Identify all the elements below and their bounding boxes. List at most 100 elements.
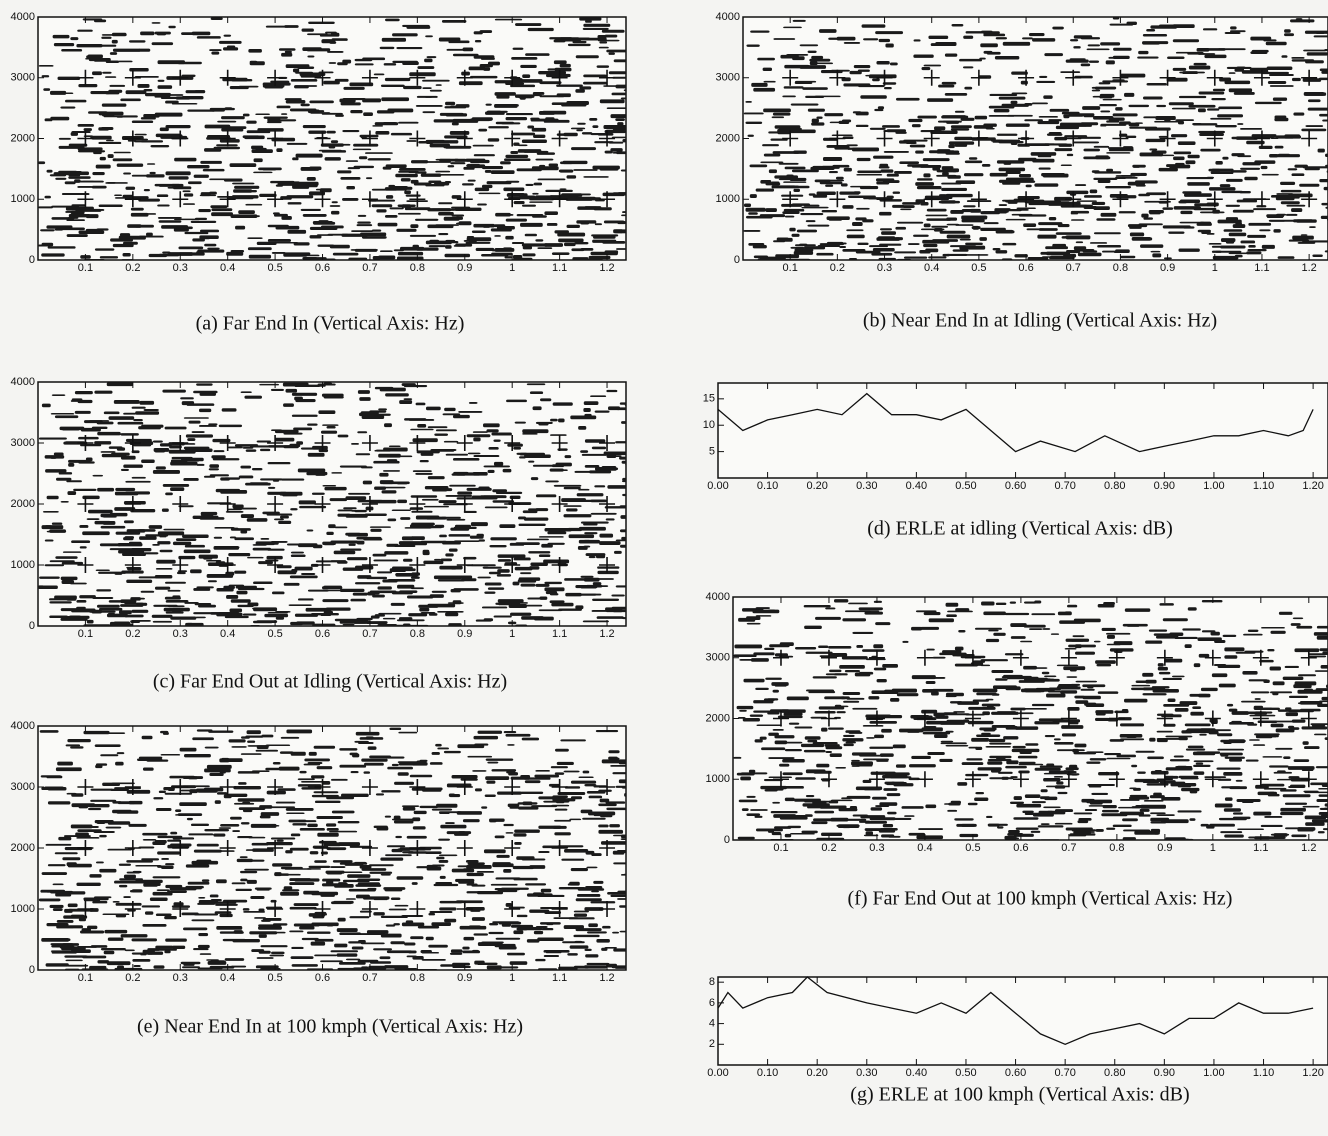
texture-dash bbox=[845, 670, 860, 672]
texture-dash bbox=[161, 754, 181, 756]
texture-dash bbox=[289, 604, 312, 606]
texture-dash bbox=[260, 478, 283, 480]
texture-dash bbox=[485, 776, 509, 780]
texture-dash bbox=[256, 750, 278, 752]
texture-dash bbox=[1249, 739, 1260, 741]
texture-dash bbox=[790, 247, 804, 249]
x-tick-label: 1.00 bbox=[1203, 480, 1224, 492]
texture-dash bbox=[292, 157, 298, 160]
texture-dash bbox=[517, 915, 528, 917]
texture-dash bbox=[495, 835, 505, 838]
texture-dash bbox=[434, 576, 462, 580]
texture-dash bbox=[410, 775, 432, 778]
texture-dash bbox=[952, 24, 964, 26]
texture-dash bbox=[1198, 694, 1210, 698]
texture-dash bbox=[600, 799, 610, 803]
texture-dash bbox=[962, 762, 984, 765]
texture-dash bbox=[576, 898, 602, 901]
x-tick-label: 0.00 bbox=[707, 480, 728, 492]
texture-dash bbox=[547, 543, 564, 545]
texture-dash bbox=[550, 600, 565, 603]
texture-dash bbox=[467, 488, 492, 491]
texture-dash bbox=[183, 927, 207, 930]
texture-dash bbox=[115, 492, 138, 496]
texture-dash bbox=[474, 933, 488, 935]
texture-dash bbox=[411, 495, 437, 497]
y-tick-label: 0 bbox=[29, 620, 35, 632]
texture-dash bbox=[1298, 829, 1314, 832]
texture-dash bbox=[399, 400, 412, 404]
texture-dash bbox=[1314, 35, 1328, 37]
texture-dash bbox=[187, 165, 209, 168]
texture-dash bbox=[186, 864, 209, 867]
texture-dash bbox=[836, 177, 844, 180]
texture-dash bbox=[96, 589, 111, 591]
texture-dash bbox=[426, 407, 441, 411]
texture-dash bbox=[275, 611, 290, 613]
texture-dash bbox=[547, 223, 558, 226]
texture-dash bbox=[68, 903, 78, 907]
texture-dash bbox=[369, 500, 396, 504]
texture-dash bbox=[198, 209, 211, 212]
texture-dash bbox=[1130, 233, 1144, 237]
texture-dash bbox=[1169, 632, 1183, 636]
texture-dash bbox=[198, 897, 205, 899]
texture-dash bbox=[1276, 728, 1295, 732]
texture-dash bbox=[968, 707, 995, 710]
texture-dash bbox=[77, 186, 93, 188]
texture-dash bbox=[396, 229, 416, 232]
texture-dash bbox=[1156, 814, 1174, 816]
texture-dash bbox=[1266, 214, 1284, 217]
texture-dash bbox=[97, 821, 106, 824]
texture-dash bbox=[283, 403, 294, 407]
texture-dash bbox=[304, 758, 330, 761]
texture-dash bbox=[818, 645, 828, 648]
texture-dash bbox=[356, 732, 380, 736]
texture-dash bbox=[55, 852, 78, 854]
texture-dash bbox=[217, 850, 234, 852]
texture-dash bbox=[444, 217, 460, 221]
texture-dash bbox=[1075, 249, 1095, 252]
texture-dash bbox=[626, 753, 653, 756]
texture-dash bbox=[924, 65, 941, 67]
texture-dash bbox=[582, 818, 606, 820]
texture-dash bbox=[574, 913, 587, 916]
texture-dash bbox=[58, 77, 81, 80]
texture-dash bbox=[562, 941, 585, 943]
x-tick-label: 0.6 bbox=[1013, 842, 1028, 854]
texture-dash bbox=[850, 71, 862, 74]
texture-dash bbox=[118, 543, 143, 546]
texture-dash bbox=[980, 43, 998, 47]
texture-dash bbox=[784, 209, 805, 212]
texture-dash bbox=[527, 939, 540, 943]
texture-dash bbox=[382, 38, 406, 42]
texture-dash bbox=[147, 759, 169, 761]
texture-dash bbox=[169, 776, 195, 779]
x-tick-label: 1.2 bbox=[1301, 262, 1316, 274]
texture-dash bbox=[267, 492, 287, 495]
texture-dash bbox=[1172, 108, 1196, 110]
texture-dash bbox=[621, 97, 646, 99]
texture-dash bbox=[545, 117, 554, 120]
texture-dash bbox=[130, 890, 140, 892]
texture-dash bbox=[823, 157, 842, 161]
texture-dash bbox=[513, 143, 519, 146]
texture-dash bbox=[346, 160, 358, 162]
texture-dash bbox=[1068, 835, 1086, 837]
texture-dash bbox=[257, 128, 283, 131]
texture-dash bbox=[1074, 696, 1084, 699]
texture-dash bbox=[323, 485, 337, 487]
texture-dash bbox=[1298, 242, 1316, 244]
texture-dash bbox=[162, 508, 169, 511]
texture-dash bbox=[208, 423, 217, 425]
texture-dash bbox=[181, 962, 201, 964]
texture-dash bbox=[73, 489, 96, 491]
texture-dash bbox=[126, 860, 153, 862]
texture-dash bbox=[1042, 672, 1050, 674]
texture-dash bbox=[607, 892, 632, 895]
texture-dash bbox=[1179, 776, 1199, 778]
y-tick-label: 2 bbox=[709, 1038, 715, 1050]
texture-dash bbox=[843, 83, 870, 86]
texture-dash bbox=[322, 424, 338, 426]
texture-dash bbox=[165, 863, 174, 865]
